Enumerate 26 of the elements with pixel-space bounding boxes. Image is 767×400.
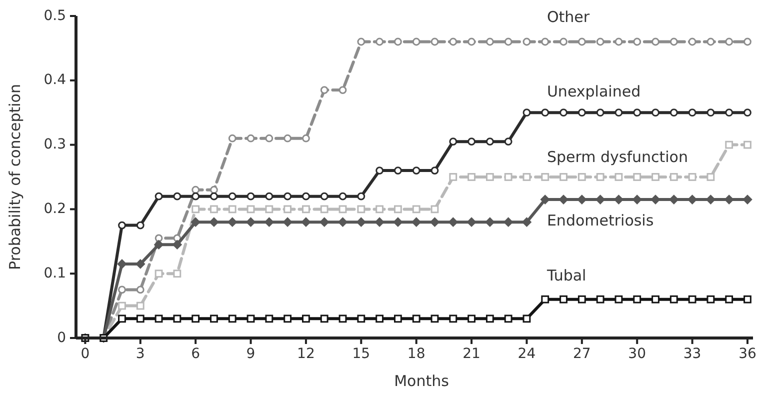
y-tick-label: 0.5: [44, 8, 66, 24]
x-tick-label: 30: [628, 346, 646, 362]
x-tick-label: 15: [352, 346, 370, 362]
x-tick-label: 0: [80, 346, 90, 362]
x-tick-label: 24: [518, 346, 536, 362]
y-tick-label: 0.4: [44, 72, 66, 88]
series-label: Other: [546, 8, 590, 26]
x-tick-label: 36: [738, 346, 756, 362]
series-label: Endometriosis: [546, 212, 654, 230]
x-tick-label: 6: [191, 346, 200, 362]
x-axis-title: Months: [394, 372, 450, 390]
x-tick-label: 27: [572, 346, 591, 362]
x-tick-label: 9: [246, 346, 256, 362]
x-tick-label: 21: [462, 346, 480, 362]
series-label: Unexplained: [546, 82, 641, 101]
y-tick-label: 0.1: [44, 265, 66, 282]
series-label: Sperm dysfunction: [546, 148, 688, 166]
y-tick-label: 0: [57, 330, 66, 346]
x-tick-label: 18: [407, 346, 426, 362]
series-label: Tubal: [546, 266, 586, 284]
x-tick-label: 12: [297, 346, 315, 362]
y-tick-label: 0.2: [44, 201, 66, 218]
x-tick-label: 3: [136, 346, 145, 362]
y-axis-title: Probability of conception: [6, 84, 24, 270]
y-tick-label: 0.3: [44, 136, 66, 153]
x-tick-label: 33: [683, 346, 702, 362]
